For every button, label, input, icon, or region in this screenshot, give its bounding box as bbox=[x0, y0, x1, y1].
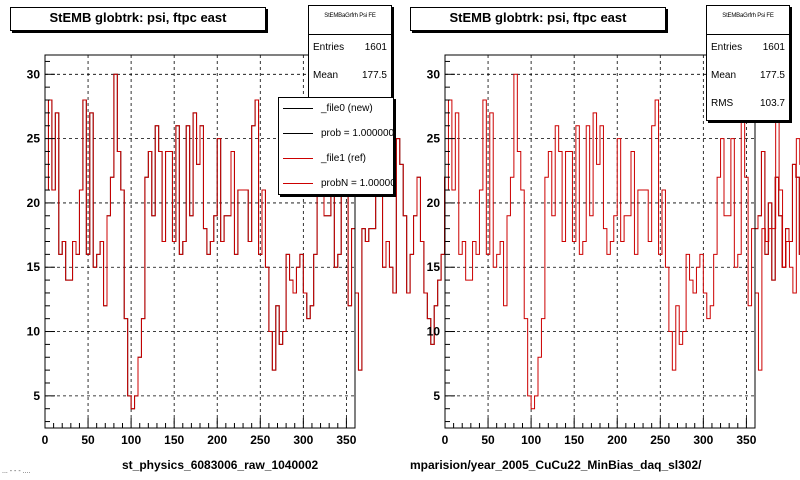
stats-name-left: StEMBaGrfrh Psi FE bbox=[309, 6, 391, 35]
footer-text: ... - - - .... bbox=[2, 468, 31, 475]
legend-swatch-new bbox=[283, 108, 313, 109]
legend-item-ref: _file1 (ref) bbox=[279, 148, 393, 173]
x-axis-label-right: mparision/year_2005_CuCu22_MinBias_daq_s… bbox=[410, 458, 702, 472]
y-tick-label-left: 30 bbox=[27, 67, 41, 81]
stats-name-right: StEMBaGrfrh Psi FE bbox=[707, 6, 789, 35]
stats-row-entries-right: Entries 1601 bbox=[707, 35, 789, 63]
legend-label-probn: probN = 1.000000 bbox=[321, 178, 394, 189]
x-tick-label-left: 200 bbox=[207, 433, 227, 447]
x-tick-label-right: 0 bbox=[442, 433, 449, 447]
stats-value-mean-right: 177.5 bbox=[759, 70, 785, 81]
x-tick-label-left: 0 bbox=[42, 433, 49, 447]
legend-swatch-ref bbox=[283, 158, 313, 159]
histogram-line-right-0 bbox=[445, 73, 800, 410]
legend-swatch-prob bbox=[283, 133, 313, 134]
y-tick-label-right: 30 bbox=[427, 67, 441, 81]
chart-title-right: StEMB globtrk: psi, ftpc east bbox=[410, 7, 666, 31]
x-tick-label-right: 50 bbox=[481, 433, 495, 447]
y-tick-label-left: 25 bbox=[27, 132, 41, 146]
legend-label-prob: prob = 1.000000 bbox=[321, 128, 394, 139]
stats-label-mean-right: Mean bbox=[711, 70, 737, 81]
stats-row-mean-right: Mean 177.5 bbox=[707, 63, 789, 91]
x-tick-label-left: 300 bbox=[293, 433, 313, 447]
legend-left: _file0 (new) prob = 1.000000 _file1 (ref… bbox=[278, 97, 394, 195]
stats-value-mean-left: 177.5 bbox=[361, 70, 387, 81]
stats-value-entries-left: 1601 bbox=[364, 42, 387, 53]
x-tick-label-left: 100 bbox=[121, 433, 141, 447]
legend-item-probn: probN = 1.000000 bbox=[279, 173, 394, 194]
stats-label-entries-left: Entries bbox=[313, 42, 345, 53]
chart-title-left-text: StEMB globtrk: psi, ftpc east bbox=[49, 10, 227, 25]
x-axis-label-left: st_physics_6083006_raw_1040002 bbox=[122, 458, 319, 472]
x-tick-label-right: 300 bbox=[693, 433, 713, 447]
y-tick-label-right: 20 bbox=[427, 196, 441, 210]
y-tick-label-right: 25 bbox=[427, 132, 441, 146]
stats-value-entries-right: 1601 bbox=[762, 42, 785, 53]
stats-box-right: StEMBaGrfrh Psi FE Entries 1601 Mean 177… bbox=[706, 5, 790, 121]
stats-label-mean-left: Mean bbox=[313, 70, 339, 81]
legend-label-ref: _file1 (ref) bbox=[321, 153, 367, 164]
chart-title-left: StEMB globtrk: psi, ftpc east bbox=[10, 7, 266, 31]
y-tick-label-left: 20 bbox=[27, 196, 41, 210]
y-tick-label-left: 10 bbox=[27, 325, 41, 339]
legend-item-prob: prob = 1.000000 bbox=[279, 123, 393, 148]
chart-title-right-text: StEMB globtrk: psi, ftpc east bbox=[449, 10, 627, 25]
y-tick-label-right: 5 bbox=[433, 389, 440, 403]
stats-row-mean-left: Mean 177.5 bbox=[309, 63, 391, 91]
legend-item-new: _file0 (new) bbox=[279, 98, 393, 123]
x-tick-label-left: 150 bbox=[164, 433, 184, 447]
stats-row-rms-right: RMS 103.7 bbox=[707, 91, 789, 119]
x-tick-label-right: 200 bbox=[607, 433, 627, 447]
stats-row-entries-left: Entries 1601 bbox=[309, 35, 391, 63]
legend-label-new: _file0 (new) bbox=[321, 103, 373, 114]
x-tick-label-right: 100 bbox=[521, 433, 541, 447]
x-tick-label-right: 150 bbox=[564, 433, 584, 447]
y-tick-label-left: 15 bbox=[27, 260, 41, 274]
stats-label-rms-right: RMS bbox=[711, 98, 734, 109]
y-tick-label-right: 10 bbox=[427, 325, 441, 339]
y-tick-label-left: 5 bbox=[33, 389, 40, 403]
legend-swatch-probn bbox=[283, 183, 313, 184]
x-tick-label-left: 50 bbox=[81, 433, 95, 447]
histogram-panel-right: 0 50 100 150 200 250 300 350 5 10 15 20 25 30 bbox=[427, 54, 800, 447]
x-tick-label-left: 350 bbox=[336, 433, 356, 447]
x-tick-label-left: 250 bbox=[250, 433, 270, 447]
x-tick-label-right: 350 bbox=[736, 433, 756, 447]
x-tick-label-right: 250 bbox=[650, 433, 670, 447]
y-tick-label-right: 15 bbox=[427, 260, 441, 274]
stats-value-rms-right: 103.7 bbox=[759, 98, 785, 109]
stats-label-entries-right: Entries bbox=[711, 42, 743, 53]
